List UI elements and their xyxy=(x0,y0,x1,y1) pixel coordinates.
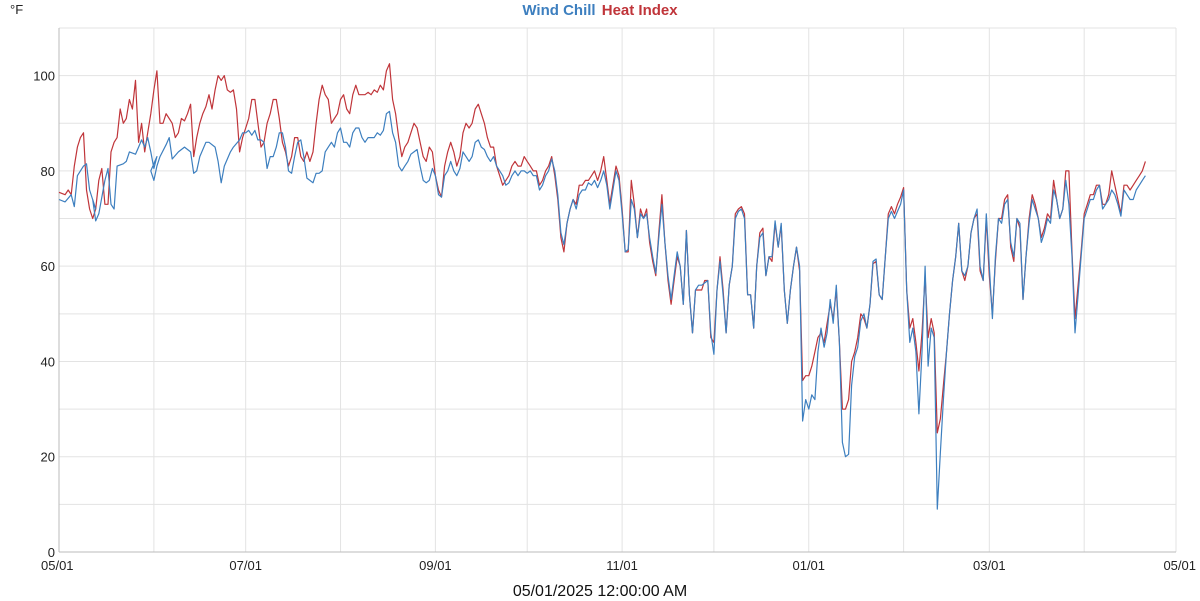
x-tick-label: 01/01 xyxy=(792,558,825,573)
y-tick-label: 100 xyxy=(33,69,55,84)
x-tick-label: 03/01 xyxy=(973,558,1006,573)
series-line-heat-index xyxy=(58,63,1146,434)
y-tick-label: 40 xyxy=(41,354,55,369)
y-tick-label: 60 xyxy=(41,259,55,274)
y-tick-label: 20 xyxy=(41,450,55,465)
legend-heat-index[interactable]: Heat Index xyxy=(601,2,678,19)
y-tick-label: 0 xyxy=(48,545,55,560)
x-tick-label: 05/01 xyxy=(41,558,74,573)
x-tick-label: 05/01 xyxy=(1163,558,1196,573)
series-line-wind-chill xyxy=(58,110,1146,510)
legend: Wind Chill Heat Index xyxy=(0,2,1200,19)
legend-wind-chill[interactable]: Wind Chill xyxy=(522,2,596,19)
y-axis-unit-label: °F xyxy=(10,2,24,17)
x-tick-label: 07/01 xyxy=(229,558,262,573)
x-tick-label: 11/01 xyxy=(606,558,638,573)
y-tick-label: 80 xyxy=(41,164,55,179)
x-tick-label: 09/01 xyxy=(419,558,452,573)
x-axis-title: 05/01/2025 12:00:00 AM xyxy=(512,583,688,600)
